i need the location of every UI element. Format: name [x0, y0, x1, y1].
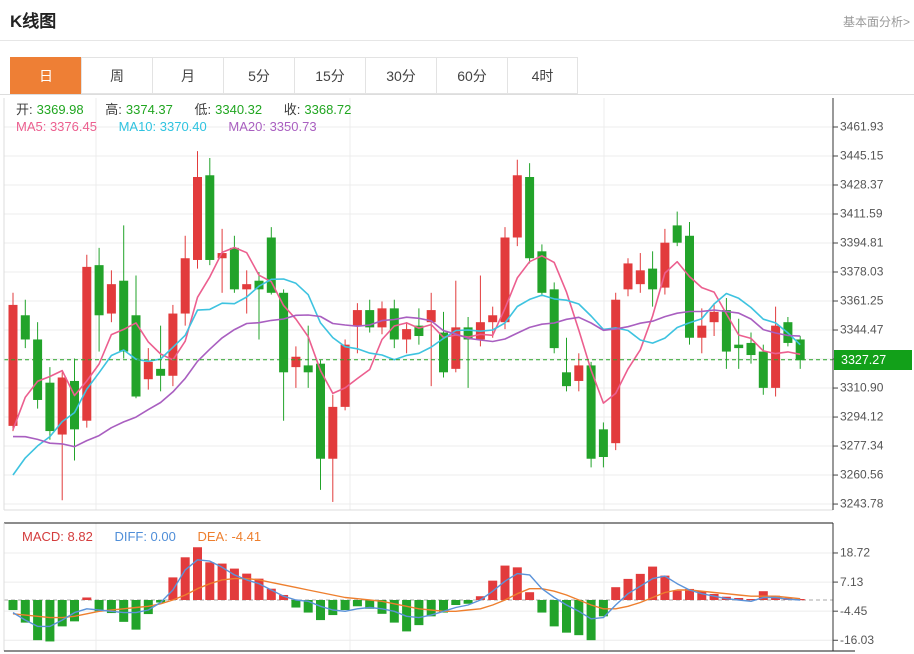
period-tabbar: 日周月 5分 15分 30分 60分 4时: [0, 57, 914, 95]
svg-text:3310.90: 3310.90: [840, 381, 884, 395]
macd-value: MACD: 8.82: [22, 529, 93, 544]
diff-value: DIFF: 0.00: [114, 529, 176, 544]
ma20-legend: MA20: 3350.73: [228, 119, 317, 134]
tab-5分[interactable]: 5分: [223, 57, 294, 94]
svg-text:3243.78: 3243.78: [840, 497, 884, 511]
svg-text:-16.03: -16.03: [840, 633, 874, 647]
svg-text:3378.03: 3378.03: [840, 265, 884, 279]
tab-4时[interactable]: 4时: [507, 57, 578, 94]
open-label: 开:: [16, 102, 33, 117]
ohlc-legend: 开: 3369.98 高: 3374.37 低: 3340.32 收: 3368.72: [16, 99, 355, 118]
ma5-legend: MA5: 3376.45: [16, 119, 97, 134]
tab-15分[interactable]: 15分: [294, 57, 365, 94]
svg-text:3260.56: 3260.56: [840, 468, 884, 482]
svg-text:7.13: 7.13: [840, 575, 864, 589]
svg-text:3394.81: 3394.81: [840, 236, 884, 250]
tab-30分[interactable]: 30分: [365, 57, 436, 94]
svg-text:3445.15: 3445.15: [840, 149, 884, 163]
close-value: 3368.72: [304, 102, 352, 117]
tab-月[interactable]: 月: [152, 57, 223, 94]
tab-周[interactable]: 周: [81, 57, 152, 94]
high-label: 高:: [105, 102, 122, 117]
ma10-legend: MA10: 3370.40: [118, 119, 207, 134]
svg-text:3277.34: 3277.34: [840, 439, 884, 453]
dea-value: DEA: -4.41: [197, 529, 262, 544]
svg-text:3411.59: 3411.59: [840, 207, 883, 221]
svg-text:-4.45: -4.45: [840, 604, 868, 618]
svg-text:3294.12: 3294.12: [840, 410, 884, 424]
svg-text:3361.25: 3361.25: [840, 294, 884, 308]
open-value: 3369.98: [36, 102, 84, 117]
svg-text:18.72: 18.72: [840, 546, 870, 560]
svg-text:3428.37: 3428.37: [840, 178, 884, 192]
svg-text:3344.47: 3344.47: [840, 323, 884, 337]
tab-60分[interactable]: 60分: [436, 57, 507, 94]
ma-legend: MA5: 3376.45 MA10: 3370.40 MA20: 3350.73: [16, 119, 321, 134]
high-value: 3374.37: [125, 102, 173, 117]
tab-日[interactable]: 日: [10, 57, 81, 94]
header-divider: [0, 40, 914, 41]
current-price-tag: 3327.27: [834, 350, 912, 370]
fundamental-analysis-link[interactable]: 基本面分析>: [842, 15, 910, 29]
macd-legend: MACD: 8.82 DIFF: 0.00 DEA: -4.41: [22, 529, 265, 544]
svg-text:3461.93: 3461.93: [840, 120, 884, 134]
close-label: 收:: [283, 102, 301, 117]
low-label: 低:: [194, 102, 212, 117]
page-title: K线图: [10, 12, 57, 31]
kline-chart-svg[interactable]: 3461.93 3445.15 3428.37 3411.59 3394.81 3378.…: [0, 95, 914, 654]
low-value: 3340.32: [215, 102, 263, 117]
